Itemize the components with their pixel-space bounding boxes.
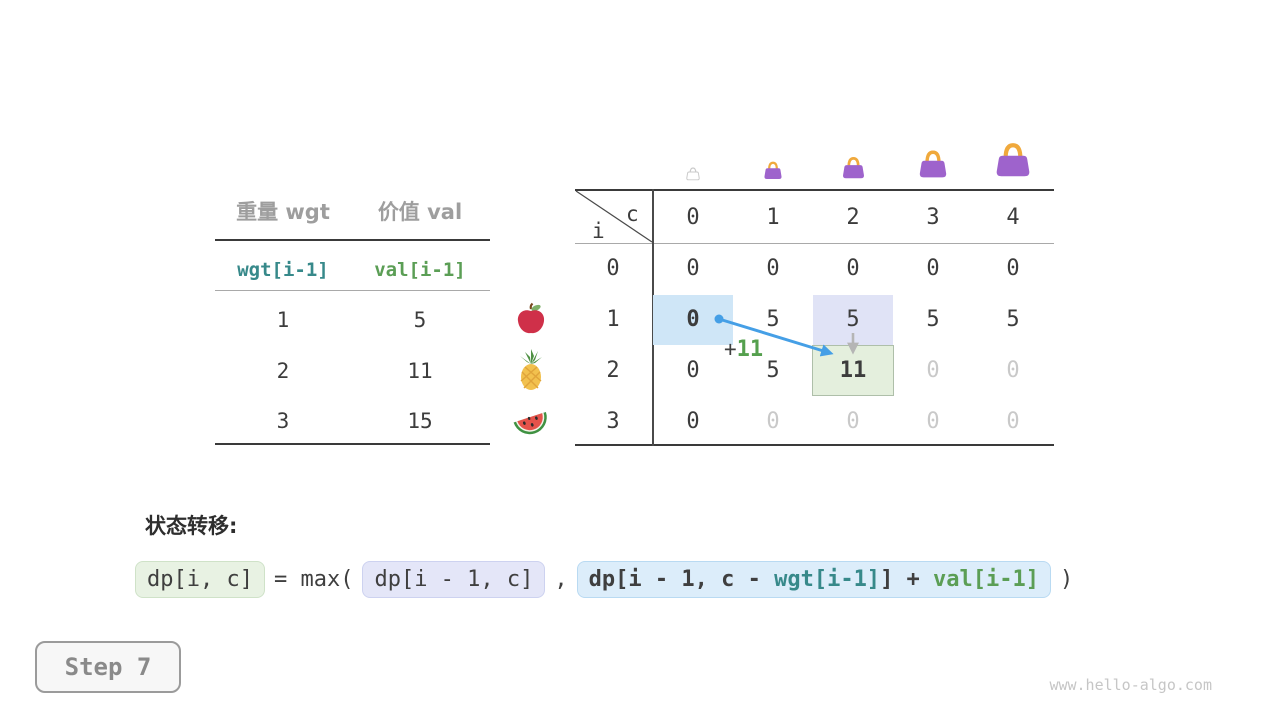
bag-medium-icon (813, 155, 893, 182)
item-1-value: 5 (413, 308, 427, 332)
item-1-weight: 1 (276, 308, 290, 332)
watermelon-icon (510, 403, 552, 443)
items-col-header-weight: 重量 wgt (236, 200, 330, 224)
dp-col-header-3: 3 (926, 205, 940, 230)
formula-arg2-prefix: dp[i - 1, c - (588, 567, 775, 592)
state-transition-formula: dp[i, c] = max( dp[i - 1, c] , dp[i - 1,… (135, 561, 1073, 598)
dp-cell-1-0-highlight-source: 0 (653, 295, 733, 345)
bag-large-icon (893, 148, 973, 182)
dp-cell-3-2: 0 (846, 409, 860, 434)
dp-row-header-2: 2 (606, 358, 620, 383)
formula-arg1-box: dp[i - 1, c] (362, 561, 546, 598)
transition-add-value-label: +11 (724, 338, 763, 361)
item-3-weight: 3 (276, 409, 290, 433)
dp-cell-3-0: 0 (686, 409, 700, 434)
added-value: 11 (736, 337, 764, 362)
dp-cell-1-3: 5 (926, 307, 940, 332)
item-2-value: 11 (407, 359, 433, 383)
dp-col-header-0: 0 (686, 205, 700, 230)
formula-close-paren: ) (1060, 567, 1074, 592)
dp-cell-1-2-highlight-above: 5 (813, 295, 893, 345)
dp-cell-2-4: 0 (1006, 358, 1020, 383)
step-badge: Step 7 (35, 641, 181, 693)
items-table-mid-rule (215, 290, 490, 291)
dp-col-header-2: 2 (846, 205, 860, 230)
formula-arg2-box: dp[i - 1, c - wgt[i-1]] + val[i-1] (576, 561, 1052, 598)
dp-cell-0-1: 0 (766, 256, 780, 281)
dp-cell-1-4: 5 (1006, 307, 1020, 332)
dp-table-bottom-rule (575, 444, 1054, 446)
pineapple-icon (516, 348, 546, 396)
dp-header-rule (575, 243, 1054, 244)
dp-cell-2-1: 5 (766, 358, 780, 383)
items-table-top-rule (215, 239, 490, 241)
capacity-bags-row (653, 128, 1053, 182)
bag-small-icon (733, 160, 813, 182)
dp-corner-col-var: c (626, 202, 639, 226)
dp-row-header-0: 0 (606, 256, 620, 281)
dp-cell-3-1: 0 (766, 409, 780, 434)
formula-arg2-wgt: wgt[i-1] (774, 567, 881, 592)
formula-arg2-mid: ] + (880, 567, 934, 592)
dp-table-top-rule (575, 189, 1054, 191)
apple-icon (515, 302, 547, 340)
formula-lhs-box: dp[i, c] (135, 561, 265, 598)
plus-sign: + (724, 337, 737, 361)
dp-col-header-1: 1 (766, 205, 780, 230)
dp-cell-2-3: 0 (926, 358, 940, 383)
dp-cell-2-0: 0 (686, 358, 700, 383)
items-col-header-value: 价值 val (377, 200, 463, 224)
items-table-bottom-rule (215, 443, 490, 445)
dp-cell-2-2-current: 11 (812, 345, 894, 396)
dp-cell-3-3: 0 (926, 409, 940, 434)
dp-row-header-3: 3 (606, 409, 620, 434)
dp-corner-row-var: i (592, 219, 605, 243)
dp-row-header-1: 1 (606, 307, 620, 332)
dp-cell-0-2: 0 (846, 256, 860, 281)
watermark-url: www.hello-algo.com (1049, 676, 1212, 694)
item-2-weight: 2 (276, 359, 290, 383)
bag-ghost-icon (653, 166, 733, 182)
items-val-index-label: val[i-1] (374, 259, 466, 281)
dp-cell-0-3: 0 (926, 256, 940, 281)
dp-cell-0-4: 0 (1006, 256, 1020, 281)
corner-diagonal-line (575, 190, 653, 243)
items-wgt-index-label: wgt[i-1] (237, 259, 329, 281)
formula-arg2-val: val[i-1] (933, 567, 1040, 592)
item-3-value: 15 (407, 409, 433, 433)
dp-cell-3-4: 0 (1006, 409, 1020, 434)
dp-cell-0-0: 0 (686, 256, 700, 281)
dp-col-header-4: 4 (1006, 205, 1020, 230)
bag-xlarge-icon (973, 140, 1053, 182)
state-transition-label: 状态转移: (145, 514, 238, 538)
formula-comma: , (554, 567, 568, 592)
formula-equals-max: = max( (273, 567, 354, 592)
